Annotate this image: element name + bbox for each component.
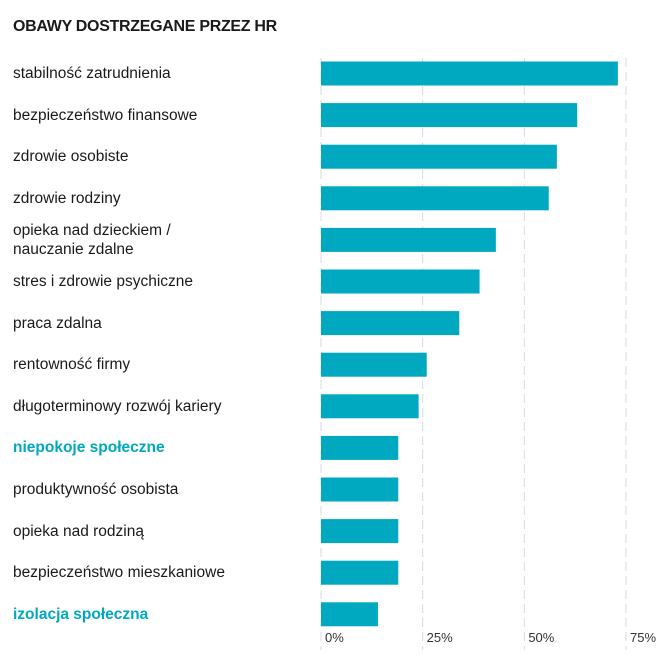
x-tick-label: 25% [426,630,453,645]
bar [321,519,399,544]
category-label: stabilność zatrudnienia [13,65,171,82]
bar [321,311,460,336]
category-label: bezpieczeństwo finansowe [13,106,198,124]
bar [321,602,378,627]
chart-title: OBAWY DOSTRZEGANE PRZEZ HR [13,18,277,35]
bar [321,352,427,377]
category-label: bezpieczeństwo mieszkaniowe [13,564,225,582]
bar [321,477,399,502]
bar [321,186,549,211]
x-tick-label: 50% [528,630,555,645]
category-label: produktywność osobista [13,481,179,498]
category-label: opieka nad dzieckiem / nauczanie zdalne [13,221,171,258]
category-label: stres i zdrowie psychiczne [13,273,194,290]
bar [321,61,618,86]
bar [321,394,419,419]
bar [321,435,399,460]
category-label: długoterminowy rozwój kariery [13,397,222,415]
category-label: zdrowie osobiste [13,148,129,166]
bar [321,144,557,169]
category-label: opieka nad rodziną [13,522,144,540]
x-tick-label: 75% [630,630,657,645]
category-label: praca zdalna [13,314,102,332]
category-label: rentowność firmy [13,356,131,374]
x-tick-label: 0% [325,630,344,645]
bar [321,269,480,294]
category-label: zdrowie rodziny [13,189,121,207]
category-label: niepokoje społeczne [13,439,165,457]
bar [321,227,496,252]
category-label: izolacja społeczna [13,605,149,623]
bar [321,103,578,128]
bar [321,560,399,585]
